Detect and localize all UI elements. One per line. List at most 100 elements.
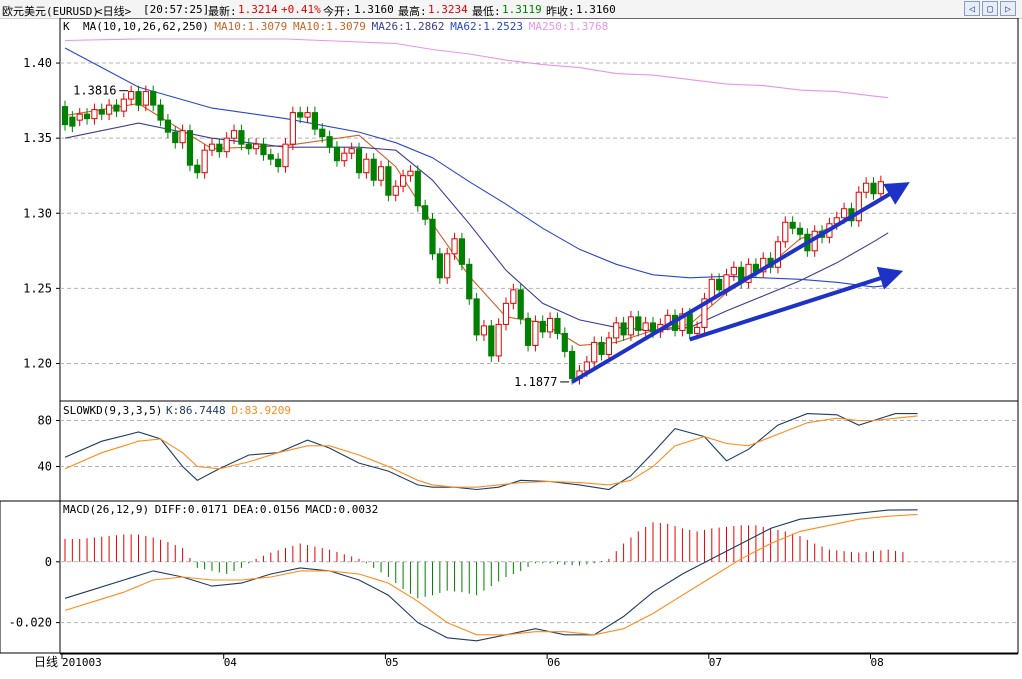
candle-body bbox=[311, 112, 318, 130]
open-value: 1.3160 bbox=[354, 3, 394, 16]
ma-legend-ma250: MA250:1.3768 bbox=[529, 20, 608, 33]
price-panel: 1.3816 1.1877 bbox=[61, 38, 910, 389]
macd-line-diff bbox=[64, 509, 918, 642]
high-label: 最高: bbox=[398, 5, 427, 18]
candle-body bbox=[91, 109, 98, 120]
candle-body bbox=[392, 185, 399, 196]
candle-body bbox=[561, 332, 568, 352]
candle-body bbox=[179, 130, 186, 144]
candle-body bbox=[267, 154, 274, 160]
price-tick-label: 1.20 bbox=[23, 356, 52, 370]
candle-body bbox=[686, 313, 693, 334]
candle-body bbox=[363, 158, 370, 174]
candle-body bbox=[370, 158, 377, 181]
candle-body bbox=[208, 143, 216, 151]
period-label[interactable]: <日线> bbox=[96, 5, 132, 18]
candle-body bbox=[598, 341, 605, 355]
ma-line-ma250 bbox=[64, 38, 889, 99]
candle-body bbox=[466, 263, 473, 300]
x-tick-label: 05 bbox=[385, 656, 398, 669]
candle-body bbox=[620, 322, 627, 336]
candle-body bbox=[128, 91, 135, 100]
panel-frames bbox=[0, 18, 1019, 655]
x-axis-period-label: 日线 bbox=[34, 655, 58, 669]
candle-body bbox=[539, 320, 546, 333]
candle-body bbox=[495, 323, 502, 357]
candle-body bbox=[238, 130, 245, 145]
candle-body bbox=[796, 227, 804, 235]
candle-body bbox=[61, 106, 69, 126]
candle-body bbox=[186, 130, 194, 166]
candle-body bbox=[142, 91, 149, 106]
axis-labels: 1.40 1.35 1.30 1.25 1.20 K MA(10,10,26,62,250)… bbox=[9, 20, 884, 669]
candle-body bbox=[554, 317, 561, 334]
candle-body bbox=[260, 143, 267, 156]
restore-icon[interactable]: ▢ bbox=[982, 1, 998, 16]
candle-body bbox=[745, 263, 752, 283]
kd-legend-label: SLOWKD(9,3,3,5) bbox=[63, 404, 162, 417]
kd-legend-k: K:86.7448 bbox=[166, 404, 226, 417]
candle-body bbox=[414, 170, 421, 207]
candle-body bbox=[348, 148, 355, 154]
next-icon[interactable]: ▷ bbox=[1000, 1, 1016, 16]
candle-body bbox=[297, 112, 304, 118]
prev-icon[interactable]: ◁ bbox=[964, 1, 980, 16]
candle-body bbox=[694, 326, 701, 334]
candle-body bbox=[201, 149, 208, 174]
price-tick-label: 1.30 bbox=[23, 206, 52, 220]
macd-line-dea bbox=[64, 513, 918, 636]
kline-chart[interactable]: 1.3816 1.1877 1.40 1.35 1.30 1.25 1.20 K MA(10,… bbox=[0, 18, 1022, 670]
candle-body bbox=[355, 148, 363, 174]
candle-body bbox=[488, 325, 495, 357]
kd-line-d bbox=[64, 415, 918, 488]
candle-body bbox=[282, 143, 289, 168]
candle-body bbox=[341, 152, 348, 162]
candle-body bbox=[591, 341, 598, 363]
candle-body bbox=[451, 238, 458, 255]
candle-body bbox=[69, 116, 76, 127]
candle-body bbox=[649, 322, 657, 333]
macd-legend-label: MACD(26,12,9) bbox=[63, 503, 149, 516]
x-tick-label: 07 bbox=[709, 656, 722, 669]
x-tick-label: 201003 bbox=[62, 656, 102, 669]
prev-close-value: 1.3160 bbox=[576, 3, 616, 16]
candle-body bbox=[716, 278, 723, 291]
quote-header: 欧元美元(EURUSD) <日线> [20:57:25] 最新: 1.3214 … bbox=[0, 0, 1022, 19]
candle-body bbox=[83, 113, 91, 120]
candle-body bbox=[730, 266, 737, 276]
macd-tick-label: 0 bbox=[45, 555, 52, 569]
candle-body bbox=[789, 221, 796, 229]
ma-legend-label: MA(10,10,26,62,250) bbox=[83, 20, 209, 33]
candle-body bbox=[701, 298, 708, 328]
candle-body bbox=[436, 253, 443, 279]
candle-body bbox=[782, 221, 789, 243]
trend-arrow bbox=[689, 266, 904, 342]
candle-body bbox=[172, 131, 179, 144]
macd-legend-dea: DEA:0.0156 bbox=[233, 503, 299, 516]
candle-body bbox=[157, 104, 164, 121]
candle-body bbox=[642, 322, 649, 331]
low-label: 最低: bbox=[472, 5, 501, 18]
open-label: 今开: bbox=[323, 5, 352, 18]
candle-body bbox=[605, 337, 612, 355]
candle-body bbox=[480, 325, 488, 336]
candle-body bbox=[304, 112, 311, 118]
candle-body bbox=[164, 119, 172, 133]
macd-panel-frame bbox=[59, 500, 1019, 654]
candle-body bbox=[106, 104, 113, 115]
candle-body bbox=[194, 164, 201, 174]
price-tick-label: 1.40 bbox=[23, 56, 52, 70]
candle-body bbox=[319, 128, 326, 138]
candle-body bbox=[458, 238, 465, 265]
candle-body bbox=[333, 146, 341, 162]
candle-body bbox=[627, 316, 635, 336]
candle-body bbox=[870, 182, 877, 195]
macd-legend-macd: MACD:0.0032 bbox=[305, 503, 378, 516]
ma-legend-ma10: MA10:1.3079 bbox=[293, 20, 366, 33]
candle-body bbox=[429, 218, 436, 255]
x-tick-label: 04 bbox=[224, 656, 238, 669]
candle-body bbox=[877, 181, 884, 195]
candle-body bbox=[76, 113, 83, 121]
candle-body bbox=[774, 241, 782, 268]
candle-body bbox=[583, 361, 590, 372]
